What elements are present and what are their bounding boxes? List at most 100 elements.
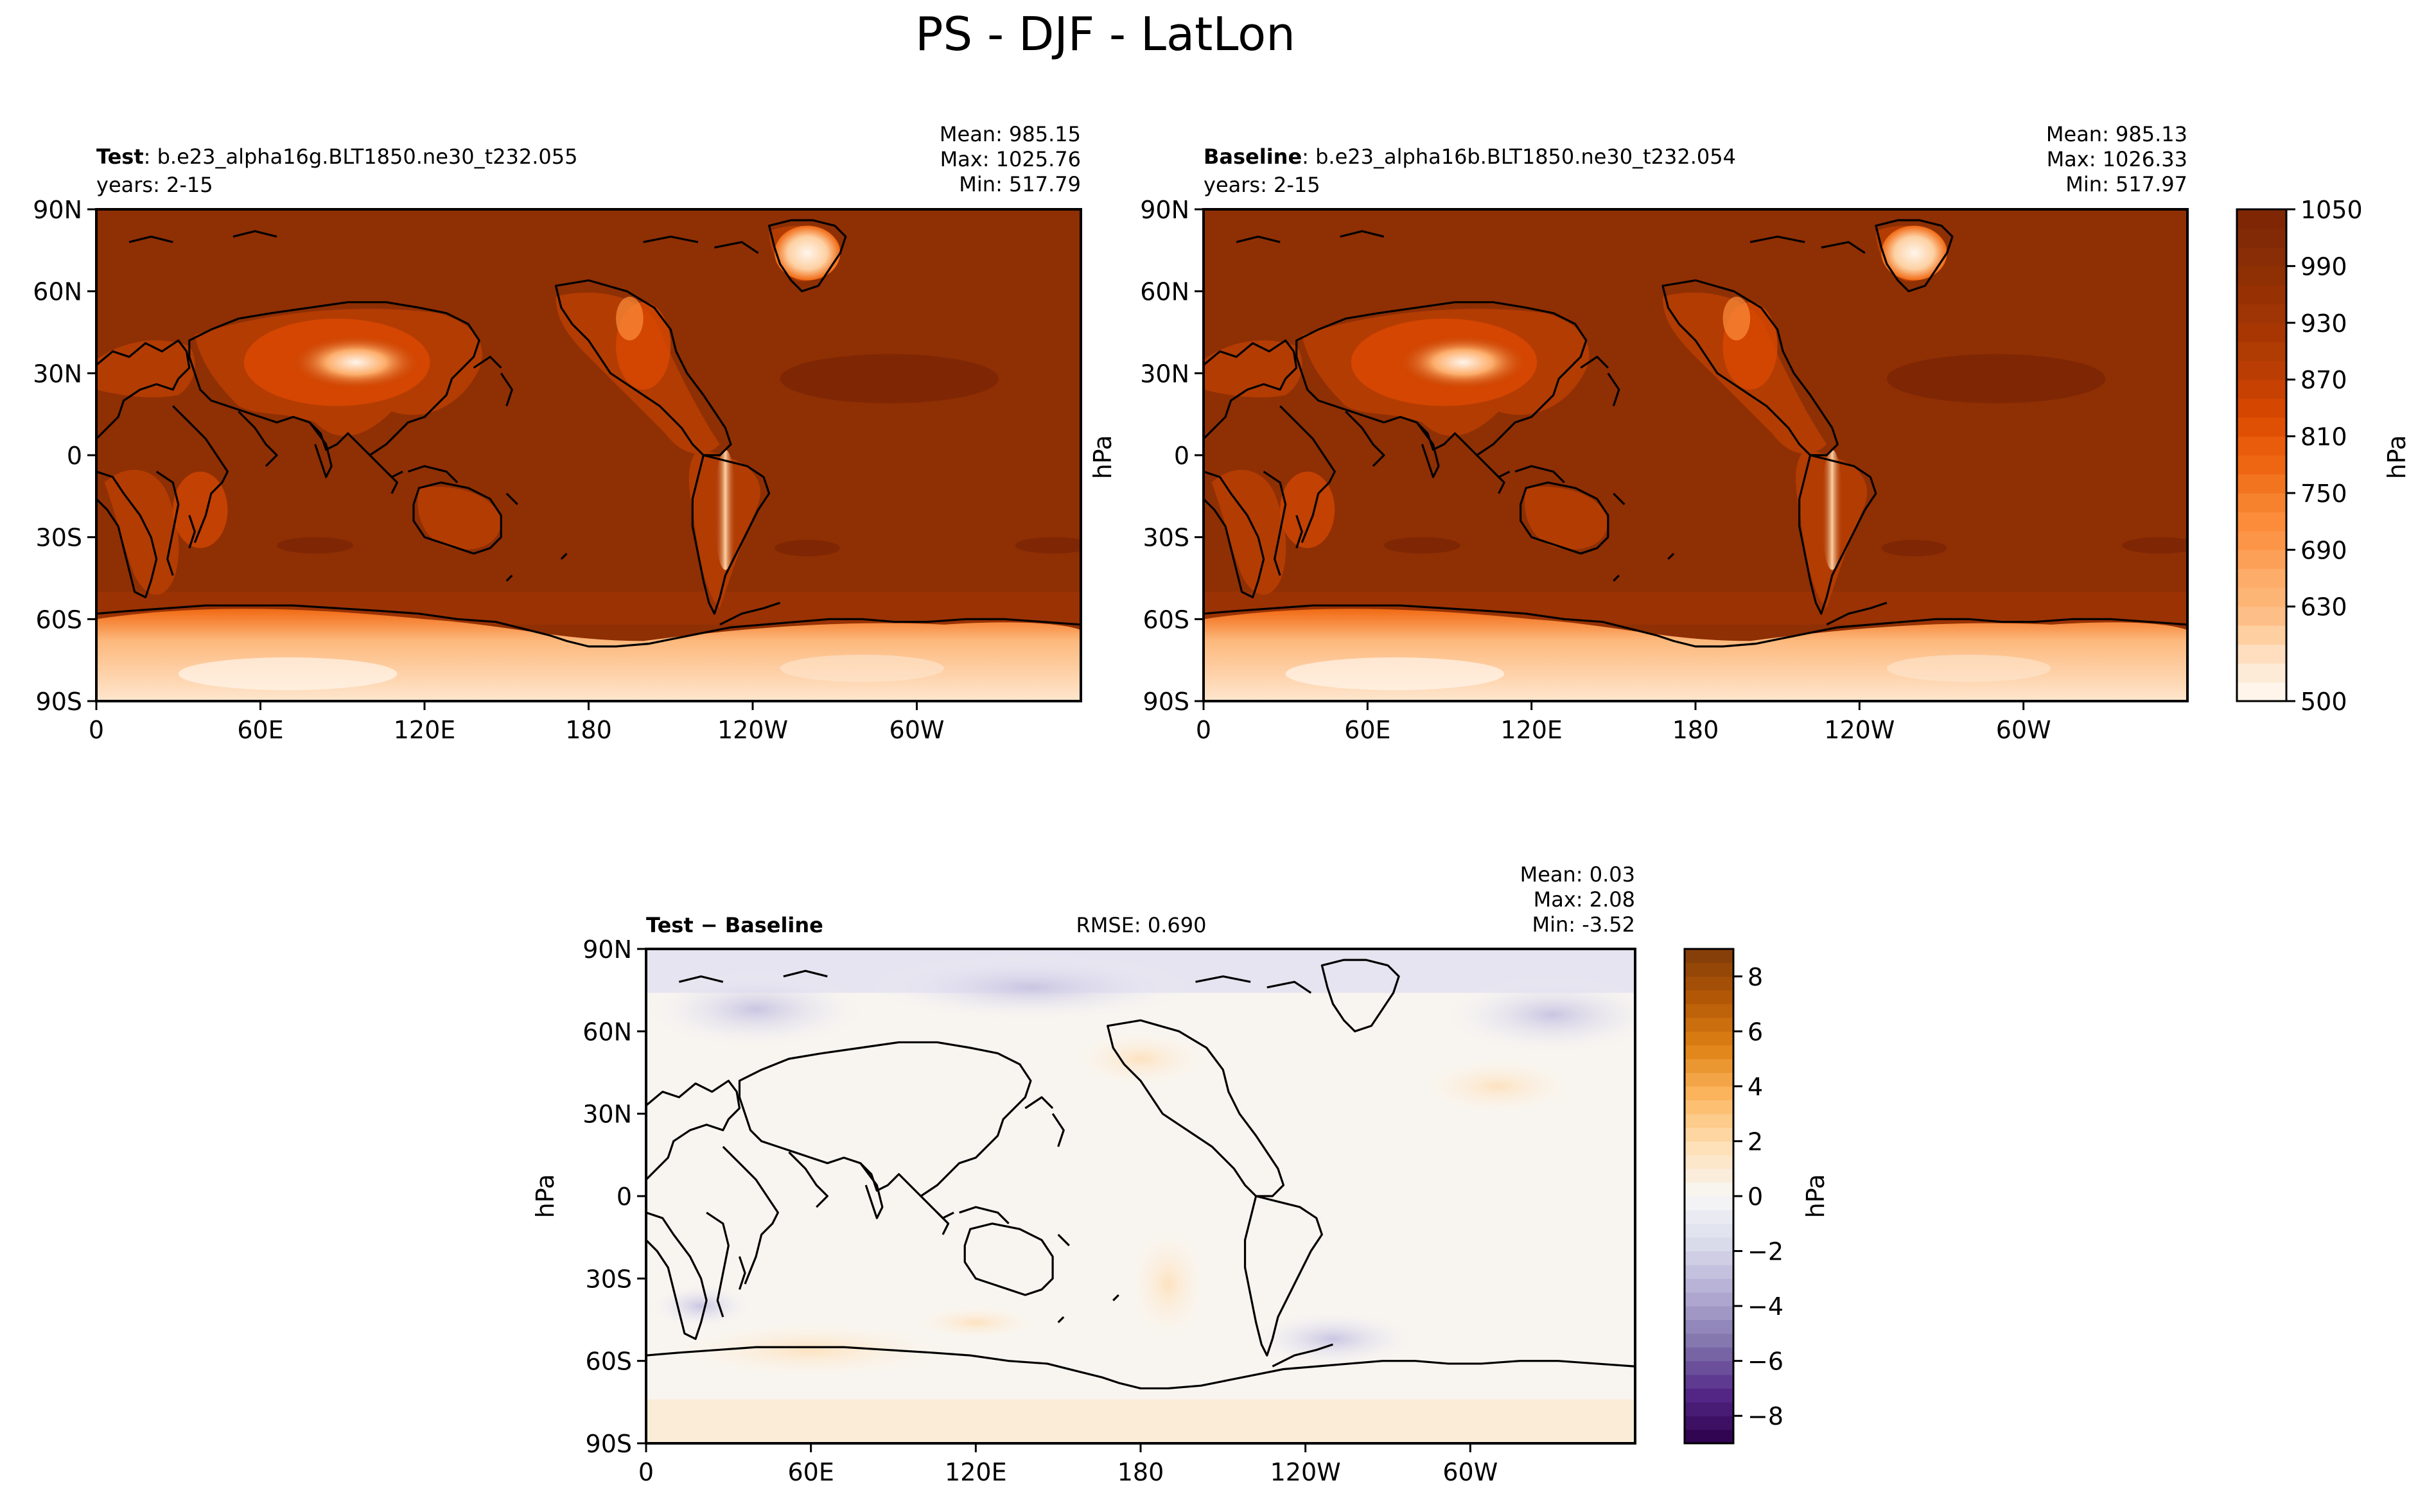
- colorbar-band: [1685, 1333, 1733, 1348]
- lat-tick-label: 30N: [583, 1100, 632, 1129]
- lat-tick-label: 30S: [36, 524, 82, 552]
- lon-tick-label: 180: [1672, 716, 1719, 744]
- lat-tick-label: 60N: [583, 1018, 632, 1046]
- lon-tick-label: 0: [1196, 716, 1211, 744]
- test-stat-max: Max: 1025.76: [940, 147, 1081, 171]
- baseline-stat-mean: Mean: 985.13: [2046, 122, 2187, 146]
- colorbar-band: [1685, 1059, 1733, 1073]
- lon-tick-label: 60W: [1996, 716, 2051, 744]
- diff-colorbar-units: hPa: [1801, 1174, 1830, 1219]
- colorbar-band: [2237, 247, 2286, 266]
- colorbar-band: [2237, 379, 2286, 399]
- colorbar-tick-label: 2: [1748, 1127, 1763, 1156]
- colorbar-band: [2237, 550, 2286, 569]
- lon-tick-label: 120W: [1824, 716, 1895, 744]
- colorbar-band: [2237, 530, 2286, 550]
- main-colorbar-ticks: 1050 990 930 870 810 750 690 630 500: [2286, 196, 2363, 716]
- colorbar-tick-label: 630: [2300, 593, 2347, 621]
- main-colorbar-swatches: [2237, 209, 2286, 702]
- colorbar-band: [2237, 663, 2286, 683]
- baseline-years: years: 2-15: [1204, 173, 1320, 197]
- lat-tick-label: 0: [67, 442, 82, 470]
- colorbar-band: [1685, 1251, 1733, 1265]
- colorbar-band: [1685, 1210, 1733, 1224]
- test-stat-min: Min: 517.79: [959, 172, 1081, 196]
- lat-tick-label: 90N: [33, 196, 82, 224]
- lon-tick-label: 120W: [1270, 1458, 1341, 1486]
- colorbar-band: [2237, 512, 2286, 532]
- colorbar-tick-label: −8: [1748, 1402, 1783, 1430]
- colorbar-band: [1685, 1072, 1733, 1087]
- lat-tick-label: 60S: [586, 1348, 632, 1376]
- colorbar-band: [1685, 1154, 1733, 1169]
- lat-tick-label: 60S: [1143, 605, 1189, 634]
- lat-tick-label: 30S: [586, 1265, 632, 1293]
- colorbar-band: [2237, 568, 2286, 588]
- lon-tick-label: 120W: [717, 716, 788, 744]
- diff-lon-axis: 0 60E 120E 180 120W 60W: [638, 1443, 1498, 1486]
- colorbar-band: [2237, 322, 2286, 342]
- baseline-units-label: hPa: [1089, 435, 1117, 480]
- lon-tick-label: 0: [638, 1458, 654, 1486]
- colorbar-band: [1685, 990, 1733, 1005]
- colorbar-band: [2237, 417, 2286, 437]
- diff-stat-max: Max: 2.08: [1534, 887, 1635, 912]
- colorbar-tick-label: 6: [1748, 1018, 1763, 1046]
- colorbar-band: [1685, 1045, 1733, 1059]
- colorbar-tick-label: −2: [1748, 1238, 1783, 1266]
- colorbar-band: [2237, 492, 2286, 512]
- colorbar-band: [2237, 342, 2286, 361]
- lon-tick-label: 180: [1117, 1458, 1164, 1486]
- lat-tick-label: 90S: [586, 1430, 632, 1458]
- figure-title: PS - DJF - LatLon: [915, 7, 1295, 61]
- diff-lat-axis: 90N 60N 30N 0 30S 60S 90S: [583, 935, 646, 1458]
- test-stat-mean: Mean: 985.15: [940, 122, 1081, 146]
- colorbar-band: [2237, 474, 2286, 494]
- colorbar-tick-label: 0: [1748, 1183, 1763, 1211]
- colorbar-band: [2237, 436, 2286, 456]
- colorbar-tick-label: 930: [2300, 309, 2347, 338]
- colorbar-tick-label: 990: [2300, 252, 2347, 281]
- test-years: years: 2-15: [96, 173, 213, 197]
- colorbar-band: [2237, 209, 2286, 229]
- colorbar-band: [2237, 284, 2286, 304]
- colorbar-tick-label: 500: [2300, 688, 2347, 716]
- lat-tick-label: 60S: [36, 605, 82, 634]
- colorbar-band: [2237, 587, 2286, 607]
- colorbar-band: [2237, 682, 2286, 702]
- colorbar-band: [1685, 1031, 1733, 1046]
- diff-colorbar: 8 6 4 2 0 −2 −4 −6 −8 hPa: [1683, 948, 1830, 1445]
- colorbar-band: [1685, 1375, 1733, 1389]
- colorbar-tick-label: −6: [1748, 1348, 1783, 1376]
- colorbar-band: [1685, 1113, 1733, 1128]
- lon-tick-label: 60E: [787, 1458, 834, 1486]
- baseline-lon-axis: 0 60E 120E 180 120W 60W: [1196, 701, 2051, 744]
- lon-tick-label: 60E: [1344, 716, 1390, 744]
- colorbar-band: [1685, 1264, 1733, 1279]
- colorbar-band: [1685, 1182, 1733, 1197]
- lon-tick-label: 120E: [394, 716, 456, 744]
- colorbar-band: [1685, 1347, 1733, 1362]
- colorbar-band: [1685, 1196, 1733, 1210]
- colorbar-band: [1685, 1360, 1733, 1375]
- baseline-panel: Baseline: b.e23_alpha16b.BLT1850.ne30_t2…: [1089, 122, 2189, 744]
- diff-units-label: hPa: [531, 1174, 559, 1219]
- colorbar-band: [1685, 1416, 1733, 1430]
- main-colorbar-units: hPa: [2383, 435, 2411, 480]
- lat-tick-label: 0: [617, 1183, 632, 1211]
- colorbar-band: [1685, 1127, 1733, 1142]
- colorbar-band: [1685, 1306, 1733, 1320]
- test-panel: Test: b.e23_alpha16g.BLT1850.ne30_t232.0…: [33, 122, 1082, 744]
- lon-tick-label: 180: [565, 716, 612, 744]
- colorbar-band: [2237, 644, 2286, 664]
- colorbar-band: [2237, 625, 2286, 645]
- lat-tick-label: 90N: [583, 935, 632, 964]
- colorbar-tick-label: 1050: [2300, 196, 2363, 224]
- colorbar-band: [1685, 962, 1733, 977]
- colorbar-band: [1685, 1402, 1733, 1416]
- test-lon-axis: 0 60E 120E 180 120W 60W: [89, 701, 944, 744]
- diff-stat-min: Min: -3.52: [1532, 912, 1635, 937]
- colorbar-band: [1685, 1292, 1733, 1307]
- colorbar-band: [1685, 1141, 1733, 1156]
